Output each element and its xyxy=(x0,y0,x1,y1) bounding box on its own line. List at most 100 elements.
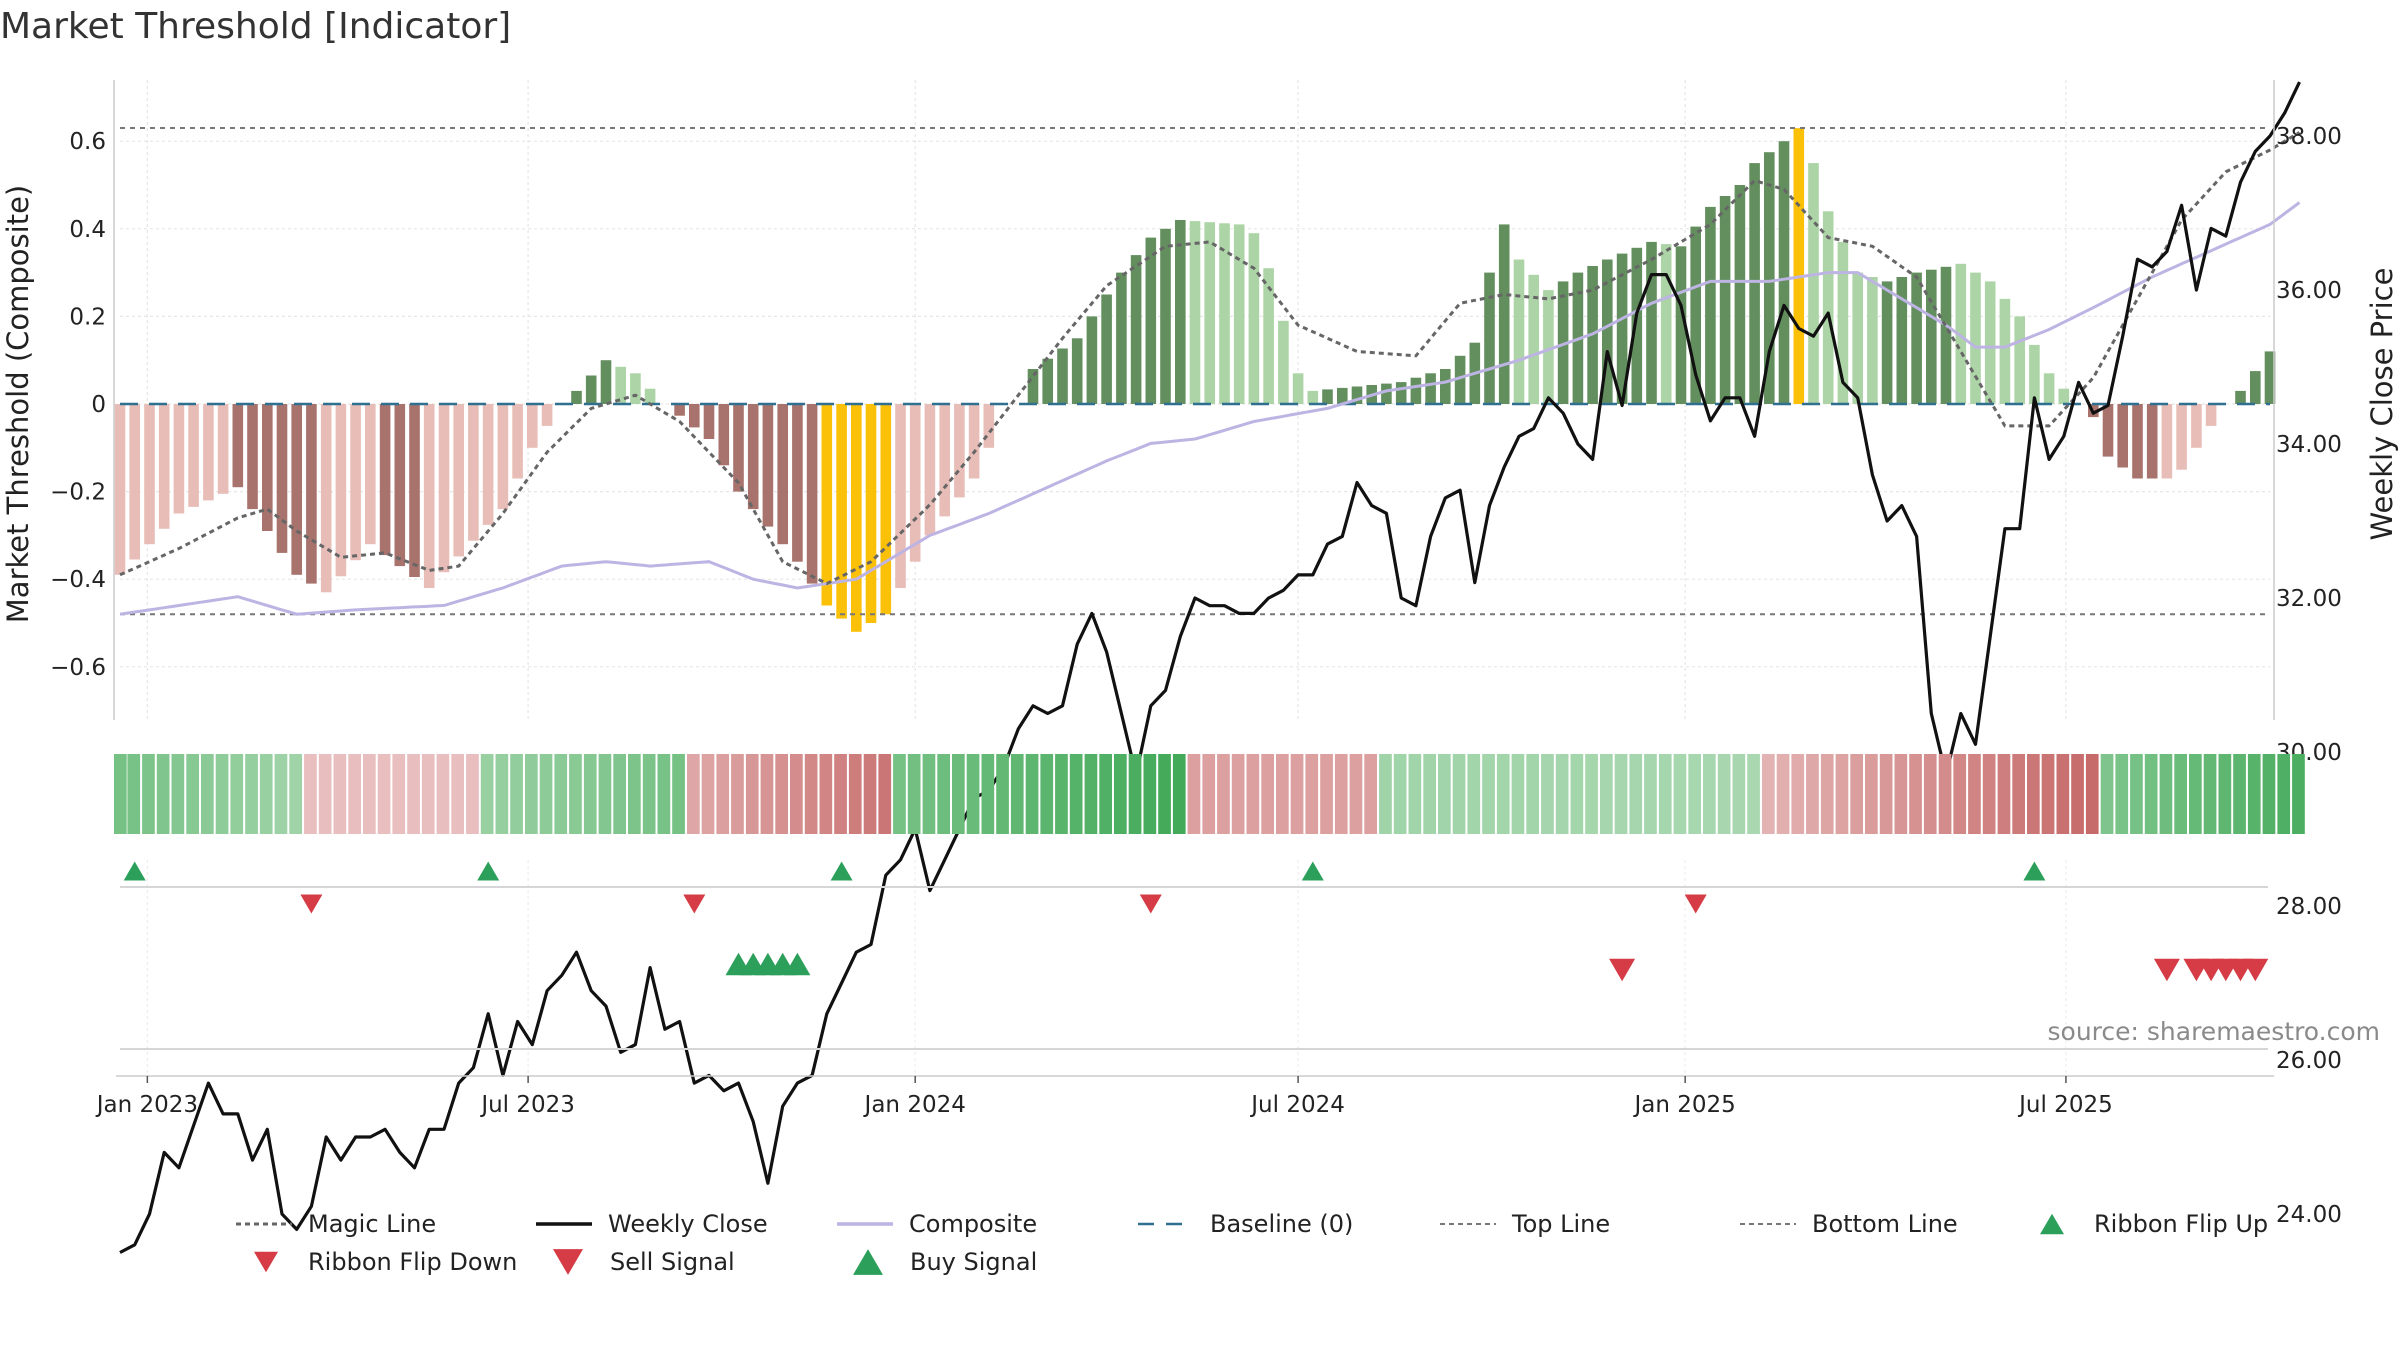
composite-bar xyxy=(939,404,950,517)
ribbon-flip-up-marker xyxy=(830,861,853,881)
ribbon-cell xyxy=(1423,754,1436,834)
composite-bar xyxy=(129,404,140,560)
composite-bar xyxy=(733,404,744,492)
ribbon-cell xyxy=(2203,754,2217,834)
ribbon-cell xyxy=(1231,754,1245,834)
composite-bar xyxy=(1719,196,1731,404)
ribbon-cell xyxy=(893,754,906,834)
ribbon-cell xyxy=(907,754,921,834)
ribbon-cell xyxy=(495,754,509,834)
composite-bar xyxy=(2205,404,2217,426)
composite-bar xyxy=(1867,277,1878,404)
composite-bar xyxy=(1307,390,1319,404)
composite-bar xyxy=(1219,223,1230,404)
ribbon-cell xyxy=(348,754,361,834)
ribbon-cell xyxy=(1968,754,1981,834)
composite-bar xyxy=(1602,259,1613,404)
ribbon-flip-up-marker xyxy=(2023,861,2046,881)
composite-bar xyxy=(585,375,597,404)
ribbon-cell xyxy=(819,754,833,834)
composite-bar xyxy=(777,404,788,545)
ribbon-cell xyxy=(1452,754,1466,834)
y-tick-label: 0.4 xyxy=(69,217,106,243)
ribbon-cell xyxy=(745,754,759,834)
ribbon-flip-up-marker xyxy=(123,861,146,881)
composite-bar xyxy=(2132,404,2143,479)
ribbon-cell xyxy=(510,754,523,834)
legend-label: Baseline (0) xyxy=(1210,1210,1353,1238)
composite-bar xyxy=(497,404,509,510)
legend-label: Weekly Close xyxy=(608,1210,768,1238)
ribbon-cell xyxy=(2144,754,2158,834)
composite-bar xyxy=(762,404,774,527)
ribbon-cell xyxy=(2218,754,2232,834)
legend-swatch xyxy=(853,1249,883,1275)
ribbon-cell xyxy=(114,754,127,834)
ribbon-cell xyxy=(245,754,258,834)
composite-bar xyxy=(2235,390,2246,404)
ribbon-cell xyxy=(1276,754,1289,834)
legend-swatch xyxy=(254,1251,278,1273)
ribbon-cell xyxy=(525,754,538,834)
ribbon-cell xyxy=(1820,754,1834,834)
composite-bar xyxy=(2191,404,2202,448)
composite-bar xyxy=(1660,244,1672,404)
composite-bar xyxy=(527,404,538,448)
x-tick-label: Jan 2024 xyxy=(863,1092,966,1118)
ribbon-cell xyxy=(1879,754,1893,834)
composite-bar xyxy=(1690,226,1701,404)
ribbon-cell xyxy=(1496,754,1510,834)
ribbon-cell xyxy=(451,754,464,834)
composite-bar xyxy=(880,404,892,615)
composite-bar xyxy=(1764,152,1775,404)
composite-bar xyxy=(114,404,126,575)
ribbon-cell xyxy=(215,754,229,834)
ribbon-cell xyxy=(760,754,774,834)
composite-bar xyxy=(188,404,199,507)
legend-label: Magic Line xyxy=(308,1210,436,1238)
ribbon-cell xyxy=(539,754,553,834)
y-tick-label: 0.6 xyxy=(69,129,106,155)
composite-bar xyxy=(2176,404,2187,470)
ribbon-cell xyxy=(966,754,980,834)
sell-signal-marker xyxy=(2153,958,2180,982)
composite-bar xyxy=(1322,389,1333,404)
ribbon-cell xyxy=(1894,754,1908,834)
ribbon-flip-up-marker xyxy=(477,861,500,881)
ribbon-cell xyxy=(804,754,818,834)
ribbon-cell xyxy=(1614,754,1628,834)
ribbon-cell xyxy=(1909,754,1922,834)
ribbon-cell xyxy=(392,754,406,834)
ribbon-cell xyxy=(142,754,155,834)
composite-bar xyxy=(512,404,523,479)
ribbon-cell xyxy=(1982,754,1996,834)
composite-bar xyxy=(394,404,406,567)
legend-swatch xyxy=(2040,1213,2064,1235)
ribbon-cell xyxy=(1732,754,1746,834)
ribbon-cell xyxy=(642,754,656,834)
composite-bar xyxy=(365,404,376,545)
composite-bar xyxy=(1351,386,1363,404)
composite-bar xyxy=(335,404,347,577)
ribbon-flip-down-marker xyxy=(1139,894,1162,914)
ribbon-cell xyxy=(289,754,302,834)
composite-bar xyxy=(1940,266,1952,404)
ribbon-cell xyxy=(171,754,185,834)
ribbon-cell xyxy=(1776,754,1790,834)
ribbon-cell xyxy=(996,754,1009,834)
ribbon-cell xyxy=(1261,754,1274,834)
ribbon-cell xyxy=(1629,754,1643,834)
composite-bar xyxy=(1160,228,1171,404)
ribbon-cell xyxy=(1010,754,1024,834)
composite-bar xyxy=(1381,383,1392,404)
x-axis: Jan 2023 Jul 2023 Jan 2024 Jul 2024 Jan 2025… xyxy=(95,1075,2274,1118)
composite-bar xyxy=(909,404,921,562)
composite-bars xyxy=(114,128,2276,632)
composite-bar xyxy=(1086,316,1098,404)
composite-bar xyxy=(1513,259,1525,404)
composite-bar xyxy=(821,404,833,606)
ribbon-cell xyxy=(2071,754,2084,834)
x-tick-label: Jul 2025 xyxy=(2017,1092,2113,1118)
ribbon-cell xyxy=(1953,754,1967,834)
